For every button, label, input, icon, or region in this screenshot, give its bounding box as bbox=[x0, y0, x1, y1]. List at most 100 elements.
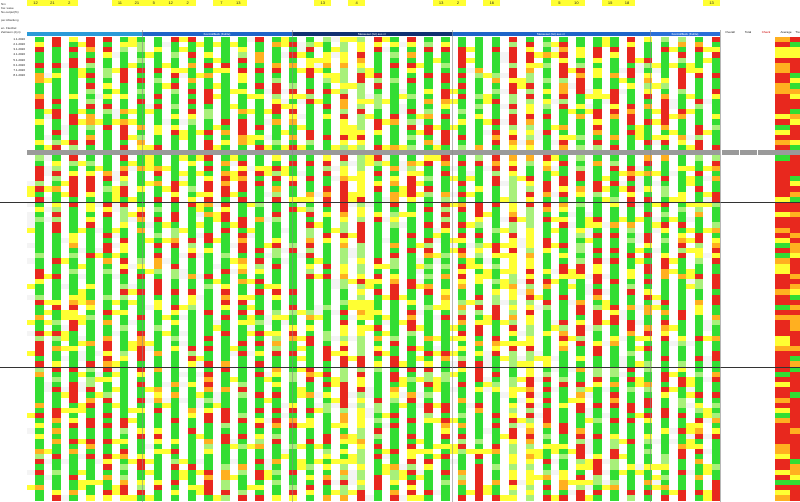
grid-cell[interactable] bbox=[69, 98, 78, 105]
grid-cell[interactable] bbox=[441, 42, 450, 48]
grid-cell[interactable] bbox=[331, 47, 340, 53]
grid-cell[interactable] bbox=[238, 42, 248, 48]
grid-cell[interactable] bbox=[398, 73, 408, 79]
grid-cell[interactable] bbox=[305, 83, 315, 89]
grid-cell[interactable] bbox=[77, 57, 87, 63]
grid-cell[interactable] bbox=[94, 52, 104, 58]
grid-cell[interactable] bbox=[635, 57, 645, 63]
grid-cell[interactable] bbox=[263, 83, 273, 89]
grid-cell[interactable] bbox=[187, 73, 197, 79]
grid-cell[interactable] bbox=[559, 83, 569, 89]
grid-cell[interactable] bbox=[229, 83, 239, 89]
grid-cell[interactable] bbox=[136, 47, 146, 53]
grid-cell[interactable] bbox=[136, 42, 146, 48]
grid-cell[interactable] bbox=[635, 47, 645, 53]
grid-cell[interactable] bbox=[305, 88, 315, 94]
summary-cell[interactable] bbox=[722, 73, 739, 79]
grid-cell[interactable] bbox=[111, 93, 121, 99]
grid-cell[interactable] bbox=[356, 83, 366, 89]
grid-cell[interactable] bbox=[365, 67, 374, 74]
grid-cell[interactable] bbox=[35, 67, 45, 74]
grid-cell[interactable] bbox=[525, 37, 535, 43]
grid-cell[interactable] bbox=[593, 73, 602, 79]
grid-cell[interactable] bbox=[660, 93, 670, 99]
grid-cell[interactable] bbox=[525, 42, 535, 48]
grid-cell[interactable] bbox=[246, 42, 256, 48]
grid-cell[interactable] bbox=[356, 47, 366, 53]
grid-cell[interactable] bbox=[373, 93, 383, 99]
column-number[interactable] bbox=[669, 0, 686, 6]
grid-cell[interactable] bbox=[677, 57, 687, 63]
grid-cell[interactable] bbox=[491, 42, 501, 48]
grid-cell[interactable] bbox=[660, 57, 670, 63]
grid-cell[interactable] bbox=[449, 37, 459, 43]
grid-cell[interactable] bbox=[398, 67, 408, 74]
column-number[interactable]: 5 bbox=[550, 0, 568, 6]
grid-cell[interactable] bbox=[229, 52, 239, 58]
grid-cell[interactable] bbox=[221, 73, 231, 79]
grid-cell[interactable] bbox=[466, 42, 476, 48]
grid-cell[interactable] bbox=[694, 52, 704, 58]
grid-cell[interactable] bbox=[272, 57, 281, 63]
grid-cell[interactable] bbox=[694, 47, 704, 53]
grid-cell[interactable] bbox=[255, 57, 264, 63]
grid-cell[interactable] bbox=[196, 67, 205, 74]
grid-cell[interactable] bbox=[136, 83, 146, 89]
summary-cell[interactable] bbox=[775, 78, 790, 84]
grid-cell[interactable] bbox=[238, 83, 248, 89]
grid-cell[interactable] bbox=[711, 57, 721, 63]
grid-cell[interactable] bbox=[77, 37, 87, 43]
column-number[interactable] bbox=[78, 0, 95, 6]
grid-cell[interactable] bbox=[255, 78, 264, 84]
grid-cell[interactable] bbox=[534, 78, 543, 84]
column-number[interactable] bbox=[281, 0, 298, 6]
grid-cell[interactable] bbox=[111, 37, 121, 43]
summary-cell[interactable] bbox=[722, 93, 739, 99]
grid-cell[interactable] bbox=[466, 88, 476, 94]
summary-cell[interactable] bbox=[775, 52, 790, 58]
grid-cell[interactable] bbox=[542, 52, 552, 58]
grid-cell[interactable] bbox=[711, 83, 721, 89]
grid-cell[interactable] bbox=[272, 88, 281, 94]
grid-cell[interactable] bbox=[263, 98, 273, 105]
grid-cell[interactable] bbox=[500, 73, 510, 79]
grid-cell[interactable] bbox=[415, 73, 425, 79]
grid-cell[interactable] bbox=[35, 93, 45, 99]
grid-cell[interactable] bbox=[373, 62, 383, 69]
grid-cell[interactable] bbox=[686, 37, 695, 43]
grid-cell[interactable] bbox=[305, 47, 315, 53]
grid-cell[interactable] bbox=[711, 67, 721, 74]
column-number[interactable] bbox=[500, 0, 517, 6]
grid-cell[interactable] bbox=[584, 37, 594, 43]
grid-cell[interactable] bbox=[550, 47, 560, 53]
summary-cell[interactable] bbox=[775, 47, 790, 53]
grid-cell[interactable] bbox=[508, 37, 518, 43]
grid-cell[interactable] bbox=[179, 88, 188, 94]
grid-cell[interactable] bbox=[500, 57, 510, 63]
grid-cell[interactable] bbox=[559, 57, 569, 63]
grid-cell[interactable] bbox=[618, 42, 628, 48]
grid-cell[interactable] bbox=[69, 52, 78, 58]
grid-cell[interactable] bbox=[550, 93, 560, 99]
grid-cell[interactable] bbox=[669, 47, 679, 53]
grid-cell[interactable] bbox=[69, 67, 78, 74]
grid-cell[interactable] bbox=[153, 73, 163, 79]
grid-cell[interactable] bbox=[128, 47, 138, 53]
grid-cell[interactable] bbox=[550, 67, 560, 74]
grid-cell[interactable] bbox=[593, 57, 602, 63]
grid-cell[interactable] bbox=[474, 78, 484, 84]
grid-cell[interactable] bbox=[618, 73, 628, 79]
grid-cell[interactable] bbox=[517, 42, 526, 48]
summary-cell[interactable] bbox=[758, 93, 775, 99]
grid-cell[interactable] bbox=[635, 52, 645, 58]
grid-cell[interactable] bbox=[542, 37, 552, 43]
grid-cell[interactable] bbox=[424, 57, 433, 63]
grid-cell[interactable] bbox=[35, 62, 45, 69]
column-number[interactable] bbox=[585, 0, 602, 6]
grid-cell[interactable] bbox=[27, 73, 36, 79]
grid-cell[interactable] bbox=[593, 42, 602, 48]
grid-cell[interactable] bbox=[128, 78, 138, 84]
grid-cell[interactable] bbox=[162, 47, 171, 53]
column-number[interactable] bbox=[534, 0, 551, 6]
grid-cell[interactable] bbox=[288, 93, 298, 99]
